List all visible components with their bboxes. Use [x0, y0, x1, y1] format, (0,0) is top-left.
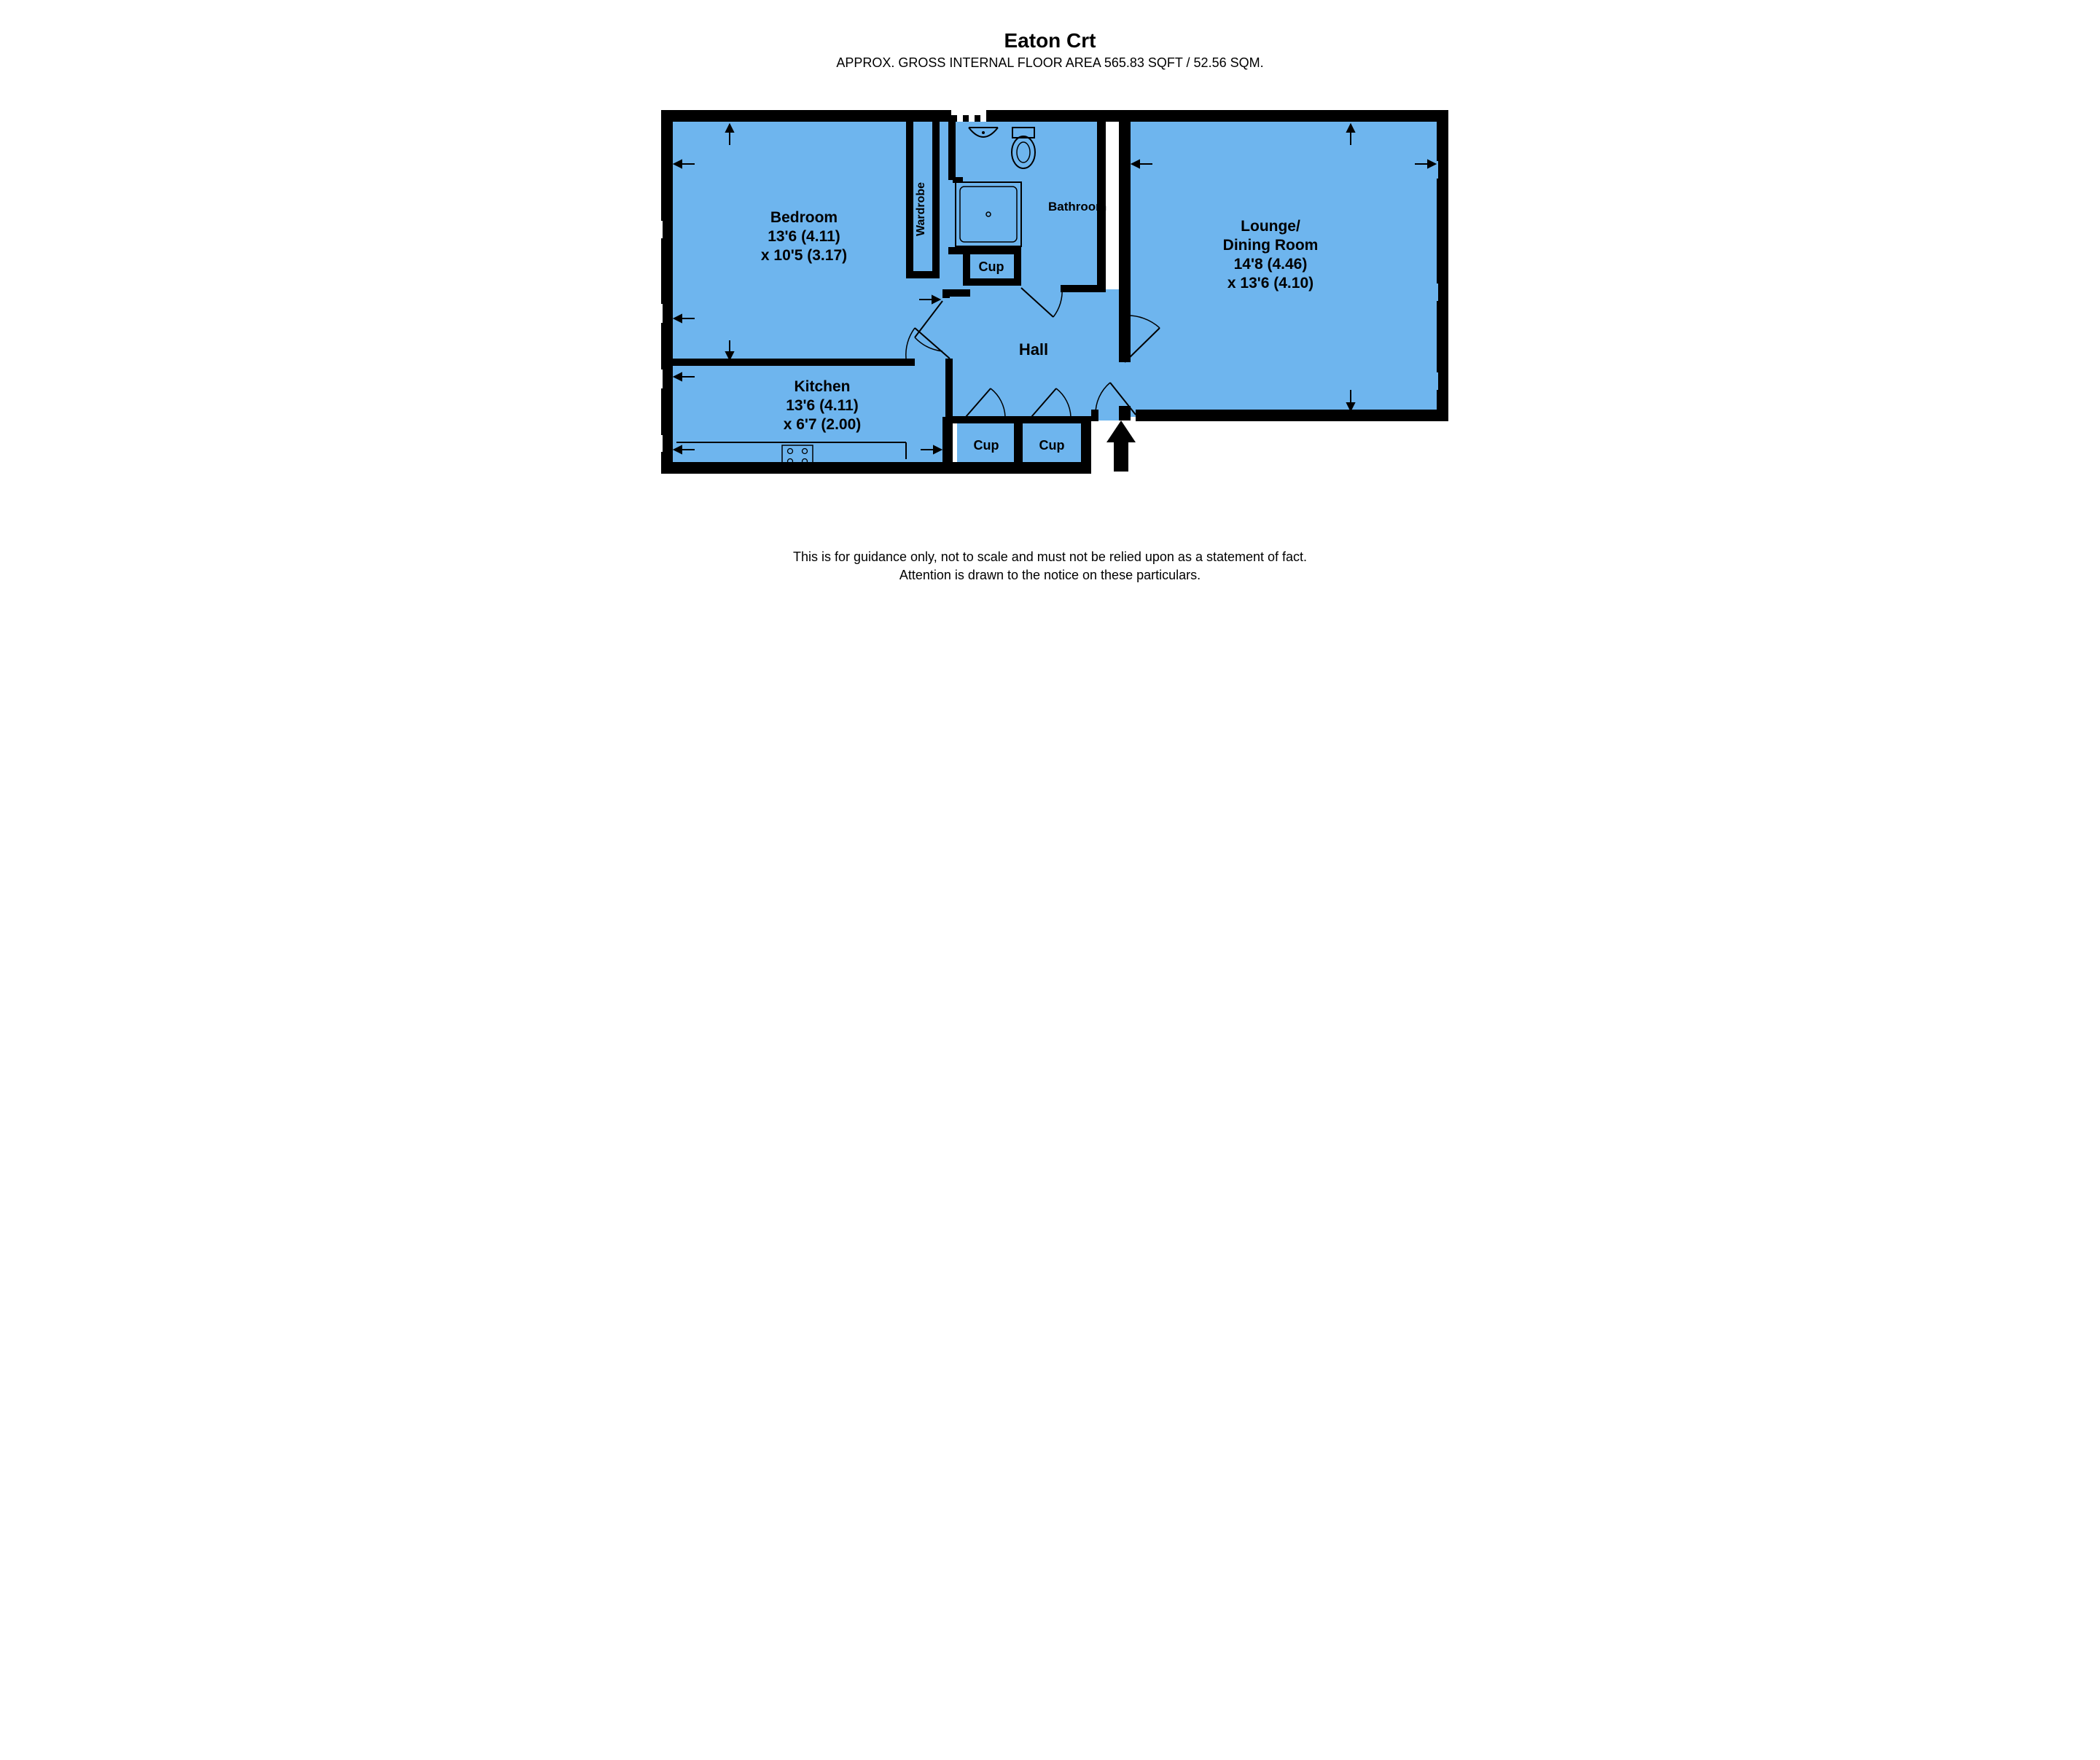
entrance-arrow-icon [1106, 421, 1136, 472]
floorplan-title: Eaton Crt [629, 29, 1471, 52]
hall-label: Hall [1019, 340, 1048, 359]
bedroom-dims1: 13'6 (4.11) [768, 228, 840, 245]
lounge-label2: Dining Room [1223, 237, 1319, 254]
cup2-label: Cup [974, 438, 999, 453]
disclaimer-line1: This is for guidance only, not to scale … [793, 549, 1307, 564]
wardrobe-label: Wardrobe [915, 182, 927, 236]
lounge-label: Lounge/ [1241, 218, 1300, 235]
lounge-dims2: x 13'6 (4.10) [1227, 275, 1314, 292]
cup1-label: Cup [979, 259, 1004, 274]
lounge-dims1: 14'8 (4.46) [1234, 256, 1308, 273]
floorplan-diagram: Bedroom 13'6 (4.11) x 10'5 (3.17) Wardro… [651, 100, 1449, 504]
bedroom-dims2: x 10'5 (3.17) [761, 247, 847, 264]
kitchen-label: Kitchen [794, 378, 850, 395]
kitchen-dims2: x 6'7 (2.00) [784, 416, 862, 433]
bathroom-label: Bathroom [1048, 200, 1106, 214]
page-container: Eaton Crt APPROX. GROSS INTERNAL FLOOR A… [614, 0, 1486, 614]
bedroom-label: Bedroom [770, 209, 838, 226]
cup3-label: Cup [1039, 438, 1065, 453]
disclaimer-line2: Attention is drawn to the notice on thes… [899, 568, 1201, 582]
disclaimer: This is for guidance only, not to scale … [629, 548, 1471, 584]
floorplan-subtitle: APPROX. GROSS INTERNAL FLOOR AREA 565.83… [629, 55, 1471, 71]
kitchen-dims1: 13'6 (4.11) [786, 397, 859, 414]
